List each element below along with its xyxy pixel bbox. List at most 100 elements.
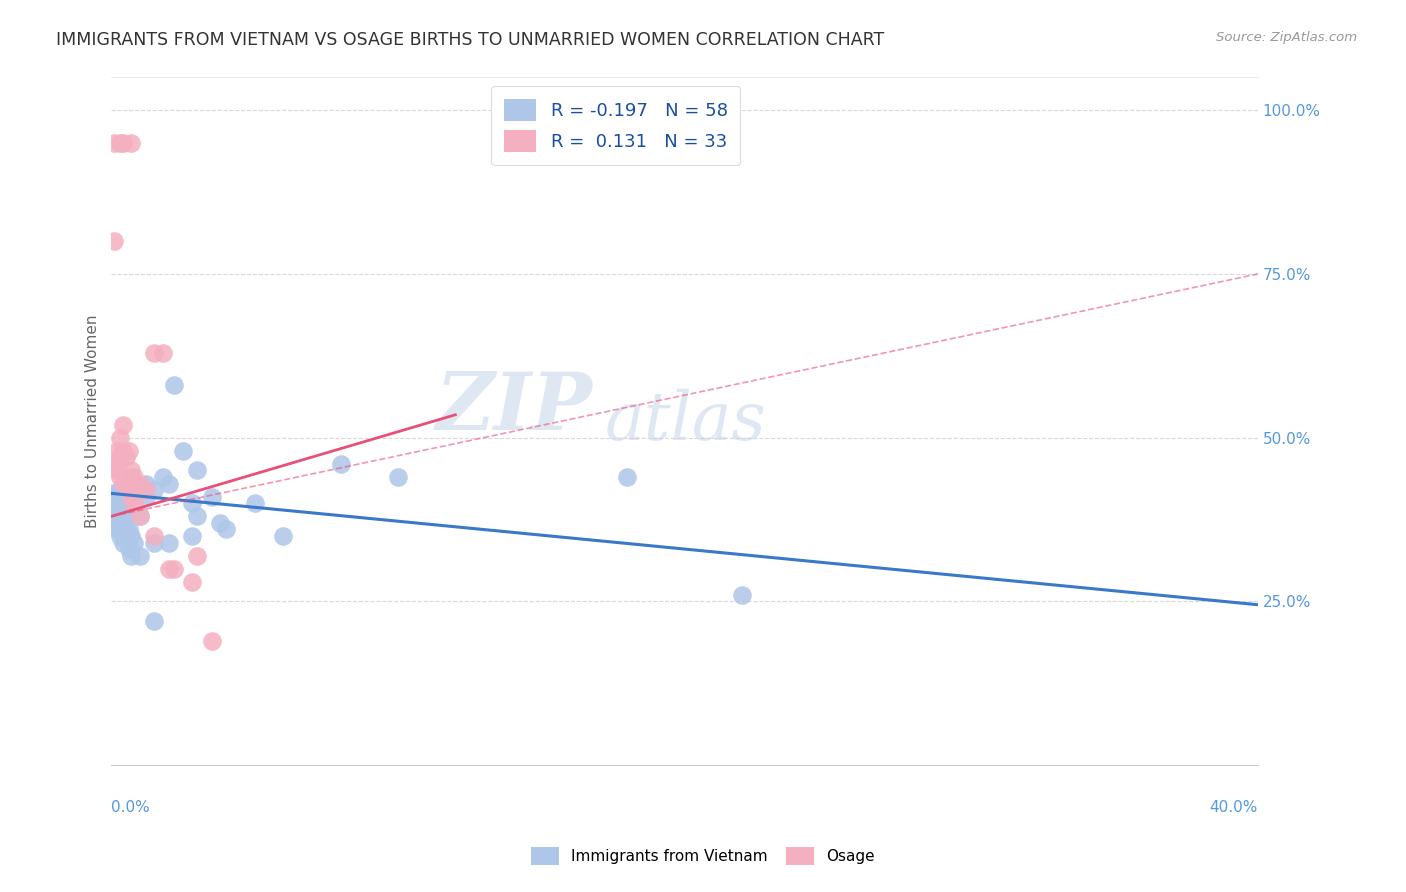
Point (108, 450, 131, 465)
Point (117, 542, 139, 557)
Point (117, 476, 139, 491)
Point (163, 562, 186, 576)
Point (129, 509, 152, 524)
Point (163, 378, 186, 392)
Point (215, 523, 238, 537)
Point (117, 443, 139, 458)
Point (124, 490, 146, 504)
Point (387, 470, 409, 484)
Point (186, 463, 208, 477)
Point (121, 470, 143, 484)
Point (121, 463, 143, 477)
Point (135, 476, 157, 491)
Point (273, 529, 295, 543)
Point (129, 509, 152, 524)
Point (124, 496, 146, 510)
Point (129, 476, 152, 491)
Point (111, 535, 134, 549)
Point (186, 549, 208, 563)
Point (186, 509, 208, 524)
Point (135, 490, 157, 504)
Point (152, 470, 174, 484)
Point (124, 470, 146, 484)
Point (143, 529, 166, 543)
Point (124, 476, 146, 491)
Point (111, 443, 134, 458)
Point (157, 535, 180, 549)
Legend: Immigrants from Vietnam, Osage: Immigrants from Vietnam, Osage (526, 841, 880, 871)
Point (105, 509, 128, 524)
Legend: R = -0.197   N = 58, R =  0.131   N = 33: R = -0.197 N = 58, R = 0.131 N = 33 (491, 87, 741, 165)
Point (129, 476, 152, 491)
Point (103, 457, 125, 471)
Point (117, 523, 139, 537)
Point (117, 490, 139, 504)
Point (117, 476, 139, 491)
Point (105, 516, 128, 530)
Point (108, 136, 131, 150)
Point (108, 470, 131, 484)
Text: Source: ZipAtlas.com: Source: ZipAtlas.com (1216, 31, 1357, 45)
Point (105, 490, 128, 504)
Text: atlas: atlas (605, 389, 766, 454)
Point (172, 443, 194, 458)
Point (105, 443, 128, 458)
Y-axis label: Births to Unmarried Women: Births to Unmarried Women (86, 315, 100, 528)
Point (180, 496, 202, 510)
Point (105, 463, 128, 477)
Point (143, 483, 166, 497)
Point (157, 562, 180, 576)
Point (114, 523, 136, 537)
Point (135, 483, 157, 497)
Point (114, 496, 136, 510)
Point (111, 516, 134, 530)
Point (108, 483, 131, 497)
Point (114, 483, 136, 497)
Point (111, 490, 134, 504)
Point (114, 509, 136, 524)
Text: 40.0%: 40.0% (1209, 799, 1258, 814)
Text: ZIP: ZIP (436, 368, 593, 446)
Point (143, 614, 166, 628)
Point (180, 529, 202, 543)
Point (108, 431, 131, 445)
Point (129, 549, 152, 563)
Point (201, 633, 224, 648)
Point (731, 588, 754, 602)
Point (105, 523, 128, 537)
Point (121, 490, 143, 504)
Point (152, 345, 174, 359)
Point (103, 234, 125, 248)
Point (103, 502, 125, 516)
Point (157, 476, 180, 491)
Text: IMMIGRANTS FROM VIETNAM VS OSAGE BIRTHS TO UNMARRIED WOMEN CORRELATION CHART: IMMIGRANTS FROM VIETNAM VS OSAGE BIRTHS … (56, 31, 884, 49)
Point (180, 574, 202, 589)
Point (121, 549, 143, 563)
Point (121, 136, 143, 150)
Point (108, 523, 131, 537)
Point (108, 529, 131, 543)
Point (108, 496, 131, 510)
Point (114, 450, 136, 465)
Point (124, 535, 146, 549)
Text: 0.0%: 0.0% (111, 799, 150, 814)
Point (111, 502, 134, 516)
Point (114, 470, 136, 484)
Point (111, 417, 134, 432)
Point (103, 496, 125, 510)
Point (209, 516, 232, 530)
Point (111, 136, 134, 150)
Point (616, 470, 638, 484)
Point (103, 136, 125, 150)
Point (329, 457, 352, 471)
Point (121, 529, 143, 543)
Point (201, 490, 224, 504)
Point (127, 483, 149, 497)
Point (143, 345, 166, 359)
Point (111, 476, 134, 491)
Point (243, 496, 266, 510)
Point (103, 486, 125, 500)
Point (121, 483, 143, 497)
Point (108, 509, 131, 524)
Point (143, 535, 166, 549)
